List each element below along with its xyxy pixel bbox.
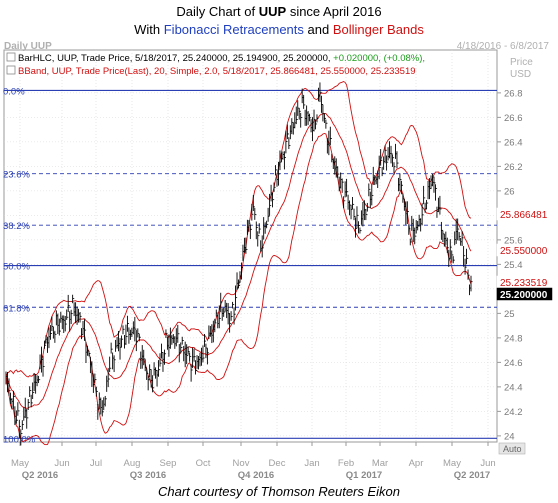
panel-label: Daily UUP <box>4 41 52 52</box>
y-tick-label: 25 <box>504 309 515 320</box>
legend-checkbox-barhlc <box>6 52 16 62</box>
plot-area <box>3 49 498 443</box>
month-label: Nov <box>233 458 250 469</box>
month-label: Sep <box>160 458 177 469</box>
date-range-label: 4/18/2016 - 6/8/2017 <box>457 41 550 52</box>
bollinger-lower-line <box>5 133 472 446</box>
month-label: Apr <box>409 458 424 469</box>
month-label: Aug <box>124 458 141 469</box>
subtitle-fibonacci: Fibonacci Retracements <box>163 22 304 37</box>
y-tick-label: 25.6 <box>504 235 523 246</box>
bollinger-middle-line <box>5 112 472 409</box>
month-label: Jun <box>480 458 495 469</box>
y-tick-label: 24.2 <box>504 407 523 418</box>
price-marker-label: 25.233519 <box>500 278 548 289</box>
y-tick-label: 26.8 <box>504 88 523 99</box>
title-symbol: UUP <box>258 4 287 19</box>
month-label: Feb <box>338 458 354 469</box>
axis-title-unit: USD <box>510 69 531 80</box>
subtitle-bollinger: Bollinger Bands <box>332 22 424 37</box>
chart-courtesy: Chart courtesy of Thomson Reuters Eikon <box>157 484 401 499</box>
price-marker-box <box>496 243 553 257</box>
auto-scale-label: Auto <box>503 444 522 454</box>
month-label: May <box>443 458 461 469</box>
fibonacci-label: 50.0% <box>3 262 30 273</box>
y-tick-label: 24 <box>504 431 515 442</box>
legend-entry-barhlc: BarHLC, UUP, Trade Price, 5/18/2017, 25.… <box>18 53 425 64</box>
y-tick-label: 24.8 <box>504 333 523 344</box>
fibonacci-label: 38.2% <box>3 221 30 232</box>
fibonacci-label: 61.8% <box>3 303 30 314</box>
fibonacci-label: 100.0% <box>3 434 36 445</box>
y-tick-label: 26.6 <box>504 113 523 124</box>
month-label: Oct <box>196 458 211 469</box>
quarter-label: Q2 2017 <box>454 470 490 481</box>
price-marker-label: 25.866481 <box>500 210 548 221</box>
chart-title: Daily Chart of UUP since April 2016 <box>176 4 382 19</box>
price-marker-box <box>496 207 553 221</box>
y-tick-label: 25.4 <box>504 260 523 271</box>
axis-title-price: Price <box>510 57 533 68</box>
quarter-label: Q4 2016 <box>238 470 274 481</box>
month-label: Mar <box>372 458 388 469</box>
fibonacci-label: 23.6% <box>3 170 30 181</box>
fibonacci-label: 0.0% <box>3 86 25 97</box>
month-label: Jan <box>304 458 319 469</box>
price-marker-box <box>496 287 553 301</box>
quarter-label: Q2 2016 <box>22 470 58 481</box>
price-marker-label: 25.550000 <box>500 246 548 257</box>
quarter-label: Q1 2017 <box>346 470 382 481</box>
auto-scale-button[interactable] <box>498 442 526 455</box>
month-label: Jul <box>90 458 102 469</box>
price-marker-label: 25.200000 <box>500 290 548 301</box>
y-tick-label: 24.4 <box>504 382 523 393</box>
y-tick-label: 26.2 <box>504 162 523 173</box>
legend-checkbox-bband <box>6 65 16 75</box>
y-tick-label: 24.6 <box>504 358 523 369</box>
month-label: Jun <box>54 458 69 469</box>
y-tick-label: 26.4 <box>504 137 523 148</box>
month-label: May <box>11 458 29 469</box>
legend-entry-bband: BBand, UUP, Trade Price(Last), 20, Simpl… <box>18 66 416 77</box>
legend-barhlc-change: +0.020000, (+0.08%), <box>333 53 425 64</box>
quarter-label: Q3 2016 <box>130 470 166 481</box>
y-tick-label: 26 <box>504 186 515 197</box>
month-label: Dec <box>269 458 286 469</box>
legend-barhlc-text: BarHLC, UUP, Trade Price, 5/18/2017, 25.… <box>18 53 333 64</box>
chart-subtitle: With Fibonacci Retracements and Bollinge… <box>134 22 424 37</box>
